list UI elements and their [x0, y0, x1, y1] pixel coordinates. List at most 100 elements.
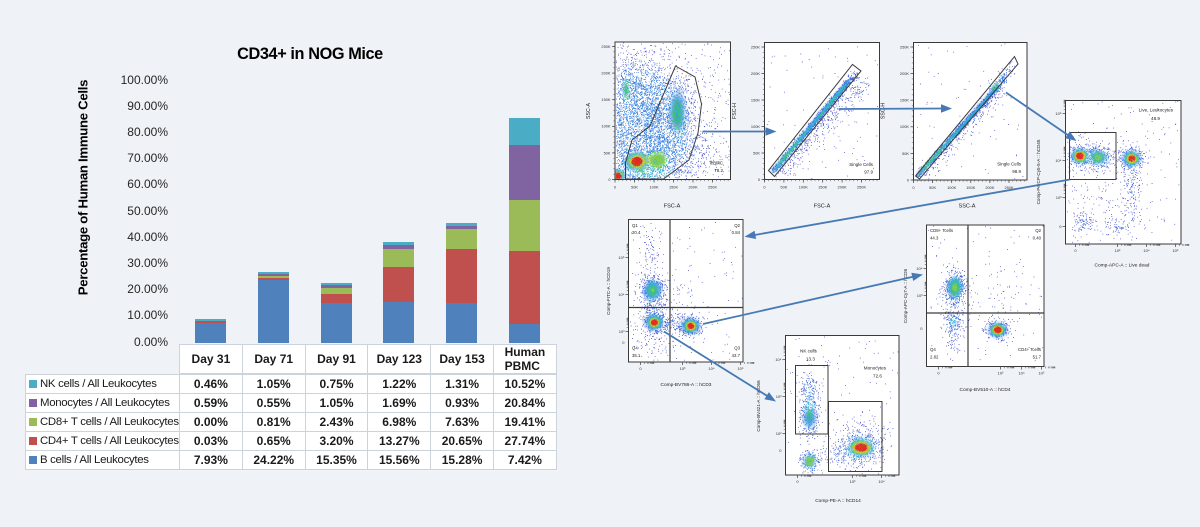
svg-text:10⁴: 10⁴ [878, 479, 884, 484]
svg-text:78.2: 78.2 [714, 168, 723, 173]
svg-text:10²: 10² [776, 431, 782, 436]
svg-text:0: 0 [758, 177, 761, 182]
svg-text:100K: 100K [751, 124, 760, 129]
svg-text:200K: 200K [985, 185, 994, 190]
svg-text:10⁴: 10⁴ [1018, 371, 1024, 376]
svg-text:Comp-PerCP-Cy5-5-A :: hCD45: Comp-PerCP-Cy5-5-A :: hCD45 [1036, 139, 1041, 204]
svg-text:10⁵: 10⁵ [1038, 371, 1044, 376]
svg-text:0: 0 [639, 366, 642, 371]
svg-text:20.4: 20.4 [632, 230, 641, 235]
svg-text:100K: 100K [649, 185, 658, 190]
svg-text:Q1: Q1 [632, 223, 638, 228]
svg-text:0: 0 [763, 185, 766, 190]
svg-text:50K: 50K [902, 151, 909, 156]
svg-text:PBMC: PBMC [710, 161, 724, 166]
svg-text:0.40: 0.40 [1033, 236, 1042, 241]
svg-text:50K: 50K [604, 150, 611, 155]
svg-text:10⁵: 10⁵ [618, 255, 624, 260]
svg-text:NK cells: NK cells [800, 349, 818, 354]
svg-text:10⁵: 10⁵ [737, 366, 743, 371]
svg-text:200K: 200K [838, 185, 847, 190]
svg-text:200K: 200K [751, 71, 760, 76]
svg-text:0: 0 [907, 177, 910, 182]
svg-text:Comp-APC-A :: Live dead: Comp-APC-A :: Live dead [1095, 263, 1150, 269]
svg-text:10⁵: 10⁵ [1172, 248, 1178, 253]
svg-text:SSC-A: SSC-A [959, 204, 976, 210]
svg-text:Q3: Q3 [734, 346, 740, 351]
svg-text:0: 0 [622, 340, 625, 345]
svg-text:0: 0 [1059, 224, 1062, 229]
svg-text:200K: 200K [688, 185, 697, 190]
svg-text:72.6: 72.6 [873, 374, 882, 379]
svg-text:0: 0 [937, 371, 940, 376]
svg-text:Comp-PE-A :: hCD14: Comp-PE-A :: hCD14 [815, 498, 861, 504]
svg-text:FSC-A: FSC-A [814, 204, 831, 210]
svg-text:Q2: Q2 [734, 223, 740, 228]
svg-text:Monocytes: Monocytes [864, 366, 887, 371]
svg-text:250K: 250K [708, 185, 717, 190]
svg-text:CD8+ Tcells: CD8+ Tcells [930, 228, 953, 233]
svg-text:35.1: 35.1 [632, 353, 641, 358]
svg-text:Q4: Q4 [930, 347, 936, 352]
svg-text:0: 0 [920, 326, 923, 331]
svg-text:10⁴: 10⁴ [708, 366, 714, 371]
svg-text:50K: 50K [631, 185, 638, 190]
svg-text:SSC-H: SSC-H [881, 103, 887, 119]
svg-text:100K: 100K [947, 185, 956, 190]
svg-text:0.84: 0.84 [732, 230, 741, 235]
svg-text:44.3: 44.3 [930, 236, 939, 241]
svg-text:150K: 150K [601, 97, 610, 102]
svg-text:43.7: 43.7 [732, 353, 741, 358]
svg-text:Comp-BV510-A :: hCD4: Comp-BV510-A :: hCD4 [960, 387, 1011, 393]
svg-text:10⁴: 10⁴ [775, 357, 781, 362]
svg-text:200K: 200K [900, 71, 909, 76]
svg-text:0: 0 [608, 177, 611, 182]
svg-text:0: 0 [912, 185, 915, 190]
svg-text:10³: 10³ [680, 366, 686, 371]
svg-text:100K: 100K [900, 124, 909, 129]
svg-text:250K: 250K [601, 44, 610, 49]
svg-text:250K: 250K [857, 185, 866, 190]
svg-text:10³: 10³ [776, 394, 782, 399]
svg-text:0: 0 [779, 448, 782, 453]
svg-text:97.9: 97.9 [864, 170, 873, 175]
svg-text:10³: 10³ [619, 329, 625, 334]
svg-text:10³: 10³ [850, 479, 856, 484]
svg-text:150K: 150K [818, 185, 827, 190]
svg-text:0: 0 [1074, 248, 1077, 253]
svg-text:Comp-BV421-A :: hCD56: Comp-BV421-A :: hCD56 [756, 380, 761, 432]
svg-text:Live, Leukocytes: Live, Leukocytes [1139, 108, 1174, 113]
svg-text:10⁴: 10⁴ [618, 292, 624, 297]
svg-text:250K: 250K [751, 44, 760, 49]
svg-text:150K: 150K [966, 185, 975, 190]
svg-text:10³: 10³ [917, 293, 923, 298]
svg-text:Single Cells: Single Cells [849, 162, 874, 167]
svg-text:250K: 250K [900, 44, 909, 49]
svg-text:150K: 150K [751, 97, 760, 102]
svg-text:2.82: 2.82 [930, 355, 939, 360]
svg-text:CD4+ Tcells: CD4+ Tcells [1018, 347, 1041, 352]
svg-text:Comp-BV786-A :: hCD3: Comp-BV786-A :: hCD3 [661, 382, 712, 388]
svg-text:100K: 100K [799, 185, 808, 190]
svg-text:10²: 10² [1115, 248, 1121, 253]
svg-text:98.9: 98.9 [1012, 169, 1021, 174]
svg-text:250K: 250K [1004, 185, 1013, 190]
svg-text:51.7: 51.7 [1033, 355, 1042, 360]
svg-text:10⁴: 10⁴ [1143, 248, 1149, 253]
svg-text:0: 0 [614, 185, 617, 190]
svg-text:Comp-APC-Cy7-A :: hCD8: Comp-APC-Cy7-A :: hCD8 [903, 268, 908, 323]
svg-text:50K: 50K [753, 150, 760, 155]
svg-text:10⁵: 10⁵ [1055, 111, 1061, 116]
svg-text:Single Cells: Single Cells [997, 162, 1022, 167]
svg-text:150K: 150K [900, 98, 909, 103]
svg-text:FSC-A: FSC-A [664, 204, 681, 210]
svg-text:Comp-FITC-A :: hCD19: Comp-FITC-A :: hCD19 [606, 267, 611, 315]
svg-text:Q4: Q4 [632, 346, 638, 351]
svg-text:10³: 10³ [1056, 195, 1062, 200]
svg-text:150K: 150K [669, 185, 678, 190]
svg-text:48.9: 48.9 [1151, 116, 1160, 121]
svg-text:10³: 10³ [998, 371, 1004, 376]
svg-text:10⁴: 10⁴ [1055, 158, 1061, 163]
svg-text:13.3: 13.3 [806, 357, 815, 362]
svg-text:50K: 50K [929, 185, 936, 190]
